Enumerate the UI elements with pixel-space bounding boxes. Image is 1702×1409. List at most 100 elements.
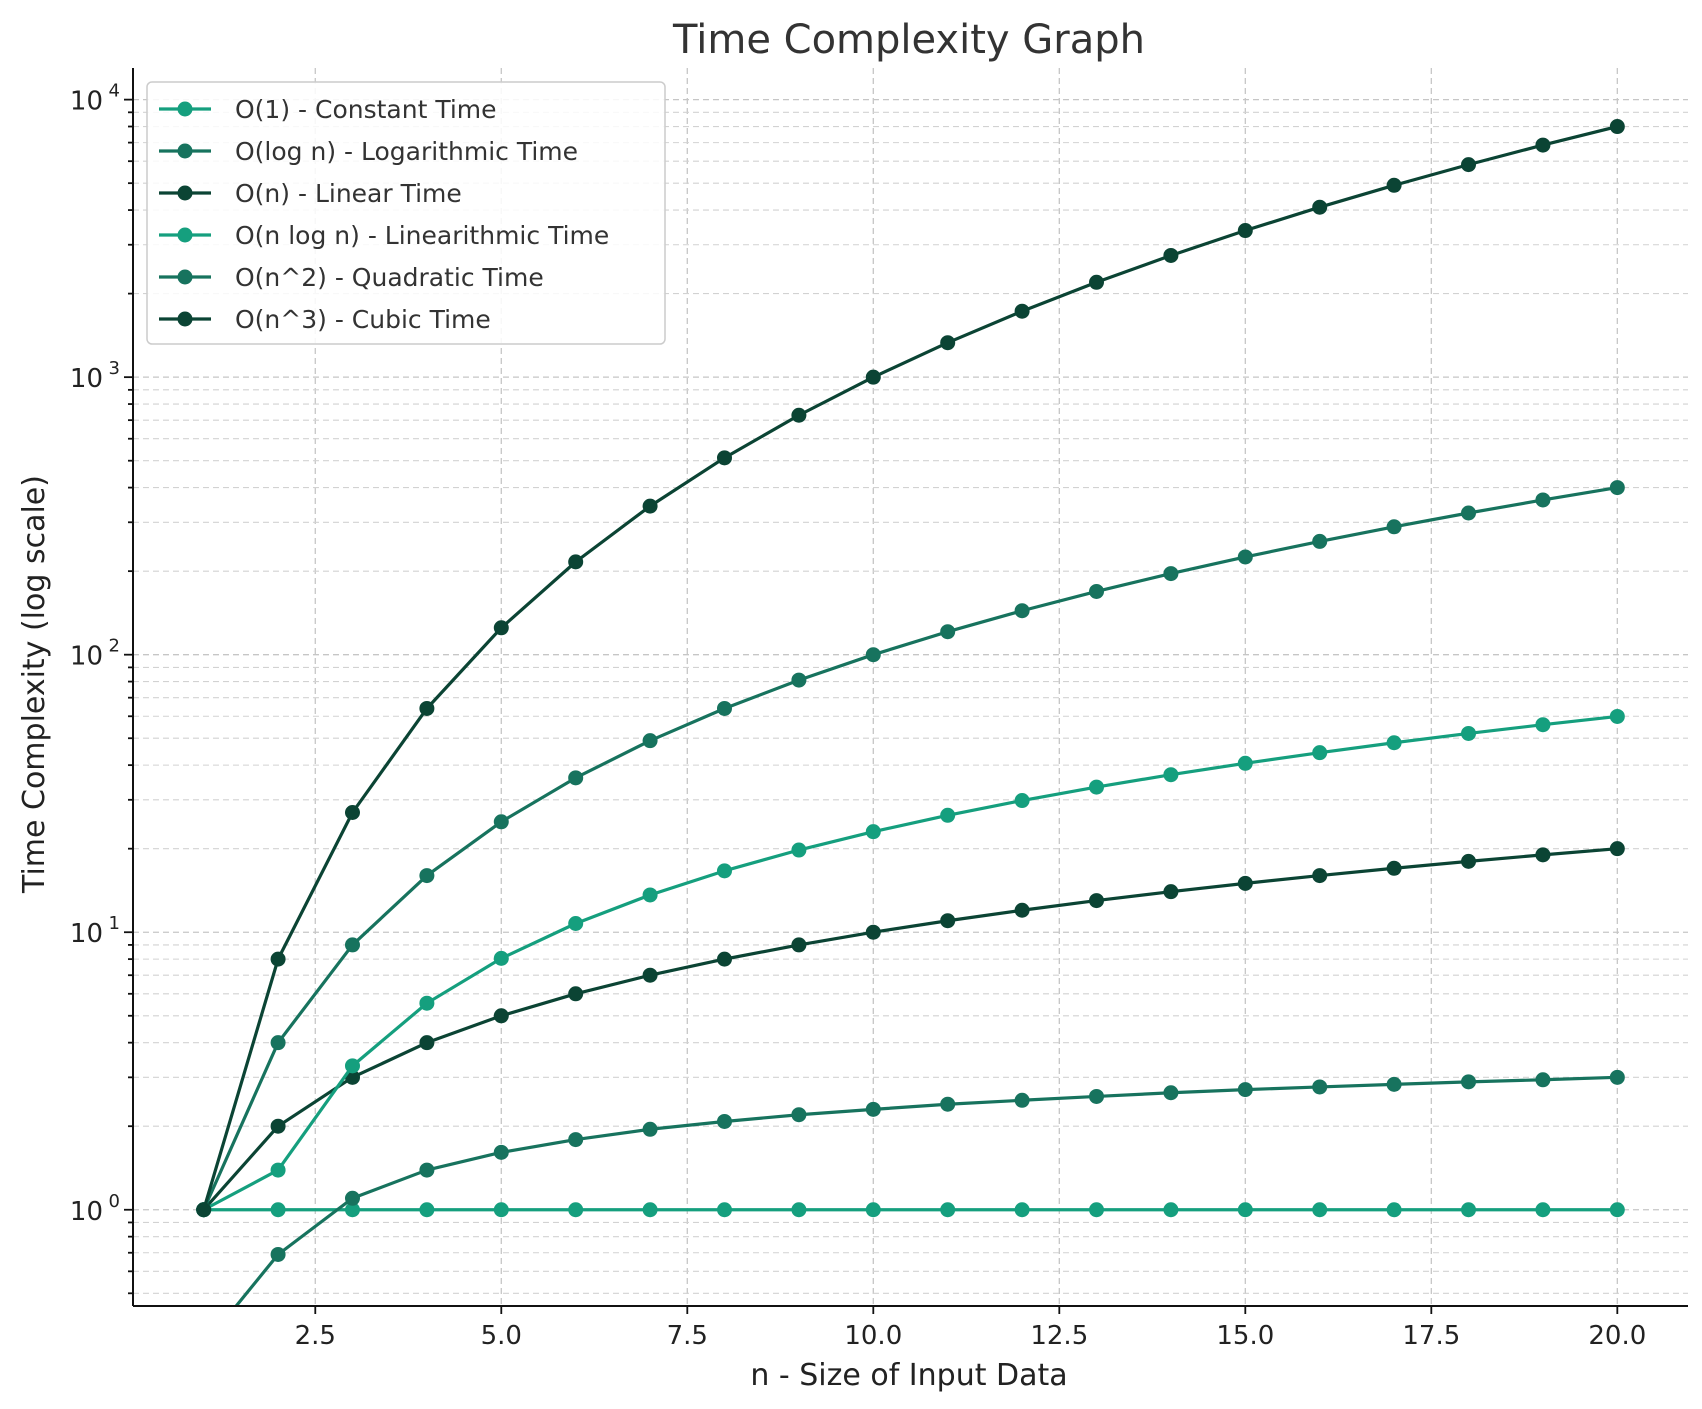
- x-tick-label: 17.5: [1402, 1321, 1460, 1351]
- data-point: [1609, 119, 1625, 135]
- axes: 2.5 5.0 7.5 10.0 12.5 15.0 17.5 20.0 10 0 10 1 10 2 10…: [70, 68, 1688, 1351]
- data-point: [270, 1246, 286, 1262]
- legend-marker: [177, 311, 193, 327]
- legend: O(1) - Constant Time O(log n) - Logarithm…: [146, 81, 666, 345]
- y-tick-label: 10: [70, 87, 103, 117]
- legend-item: O(n^3) - Cubic Time: [159, 305, 491, 334]
- series-5: [196, 119, 1625, 1218]
- data-point: [568, 554, 584, 570]
- data-point: [1461, 1202, 1477, 1218]
- data-point: [270, 1118, 286, 1134]
- data-point: [1163, 767, 1179, 783]
- y-tick-exponent: 0: [109, 1191, 120, 1212]
- legend-label: O(n) - Linear Time: [235, 179, 462, 208]
- data-point: [1386, 860, 1402, 876]
- data-point: [1089, 583, 1105, 599]
- data-point: [716, 1113, 732, 1129]
- y-tick-label: 10: [70, 919, 103, 949]
- data-point: [716, 700, 732, 716]
- data-point: [642, 1202, 658, 1218]
- data-point: [493, 1202, 509, 1218]
- data-point: [865, 824, 881, 840]
- data-point: [1237, 755, 1253, 771]
- legend-marker: [177, 227, 193, 243]
- data-point: [1237, 223, 1253, 239]
- data-point: [568, 1132, 584, 1148]
- series-2: [196, 841, 1625, 1218]
- data-point: [642, 498, 658, 514]
- data-point: [1461, 725, 1477, 741]
- data-point: [940, 807, 956, 823]
- data-point: [1089, 1088, 1105, 1104]
- data-point: [642, 967, 658, 983]
- data-point: [791, 1202, 807, 1218]
- x-tick-label: 2.5: [295, 1321, 336, 1351]
- data-point: [1163, 884, 1179, 900]
- data-point: [419, 700, 435, 716]
- data-point: [493, 950, 509, 966]
- data-point: [716, 863, 732, 879]
- data-point: [716, 450, 732, 466]
- data-point: [1237, 1082, 1253, 1098]
- data-point: [940, 1096, 956, 1112]
- legend-marker: [177, 269, 193, 285]
- data-point: [1609, 708, 1625, 724]
- data-point: [1461, 157, 1477, 173]
- data-point: [1312, 745, 1328, 761]
- x-tick-label: 20.0: [1588, 1321, 1646, 1351]
- data-point: [865, 924, 881, 940]
- data-point: [1535, 137, 1551, 153]
- data-point: [568, 770, 584, 786]
- data-point: [1089, 274, 1105, 290]
- data-point: [1014, 1202, 1030, 1218]
- y-tick-label: 10: [70, 364, 103, 394]
- y-tick-exponent: 1: [109, 913, 120, 934]
- data-point: [1312, 868, 1328, 884]
- data-point: [270, 1035, 286, 1051]
- data-point: [791, 407, 807, 423]
- data-point: [1089, 779, 1105, 795]
- series-4: [196, 480, 1625, 1218]
- data-point: [1535, 1072, 1551, 1088]
- data-point: [493, 1008, 509, 1024]
- data-point: [642, 1121, 658, 1137]
- data-point: [1089, 1202, 1105, 1218]
- data-point: [1535, 847, 1551, 863]
- y-tick-exponent: 4: [109, 81, 120, 102]
- data-point: [1461, 505, 1477, 521]
- legend-marker: [177, 185, 193, 201]
- series-group: [196, 119, 1625, 1306]
- data-point: [1014, 303, 1030, 319]
- chart-title: Time Complexity Graph: [672, 17, 1145, 63]
- data-point: [493, 814, 509, 830]
- data-point: [568, 916, 584, 932]
- data-point: [493, 620, 509, 636]
- data-point: [1163, 566, 1179, 582]
- data-point: [865, 1202, 881, 1218]
- data-point: [791, 937, 807, 953]
- data-point: [642, 887, 658, 903]
- data-point: [344, 1202, 360, 1218]
- data-point: [1386, 735, 1402, 751]
- legend-item: O(n^2) - Quadratic Time: [159, 263, 544, 292]
- data-point: [196, 1202, 212, 1218]
- data-point: [270, 951, 286, 967]
- data-point: [1163, 1202, 1179, 1218]
- data-point: [1609, 841, 1625, 857]
- data-point: [1386, 177, 1402, 193]
- data-point: [865, 369, 881, 385]
- x-tick-label: 12.5: [1030, 1321, 1088, 1351]
- series-line: [202, 847, 1618, 1211]
- data-point: [716, 951, 732, 967]
- data-point: [1089, 893, 1105, 909]
- data-point: [419, 1202, 435, 1218]
- data-point: [1609, 480, 1625, 496]
- data-point: [940, 1202, 956, 1218]
- data-point: [419, 868, 435, 884]
- legend-label: O(n^2) - Quadratic Time: [235, 263, 544, 292]
- x-tick-label: 10.0: [844, 1321, 902, 1351]
- x-axis-label: n - Size of Input Data: [750, 1358, 1067, 1393]
- legend-label: O(log n) - Logarithmic Time: [235, 137, 578, 166]
- data-point: [1312, 1202, 1328, 1218]
